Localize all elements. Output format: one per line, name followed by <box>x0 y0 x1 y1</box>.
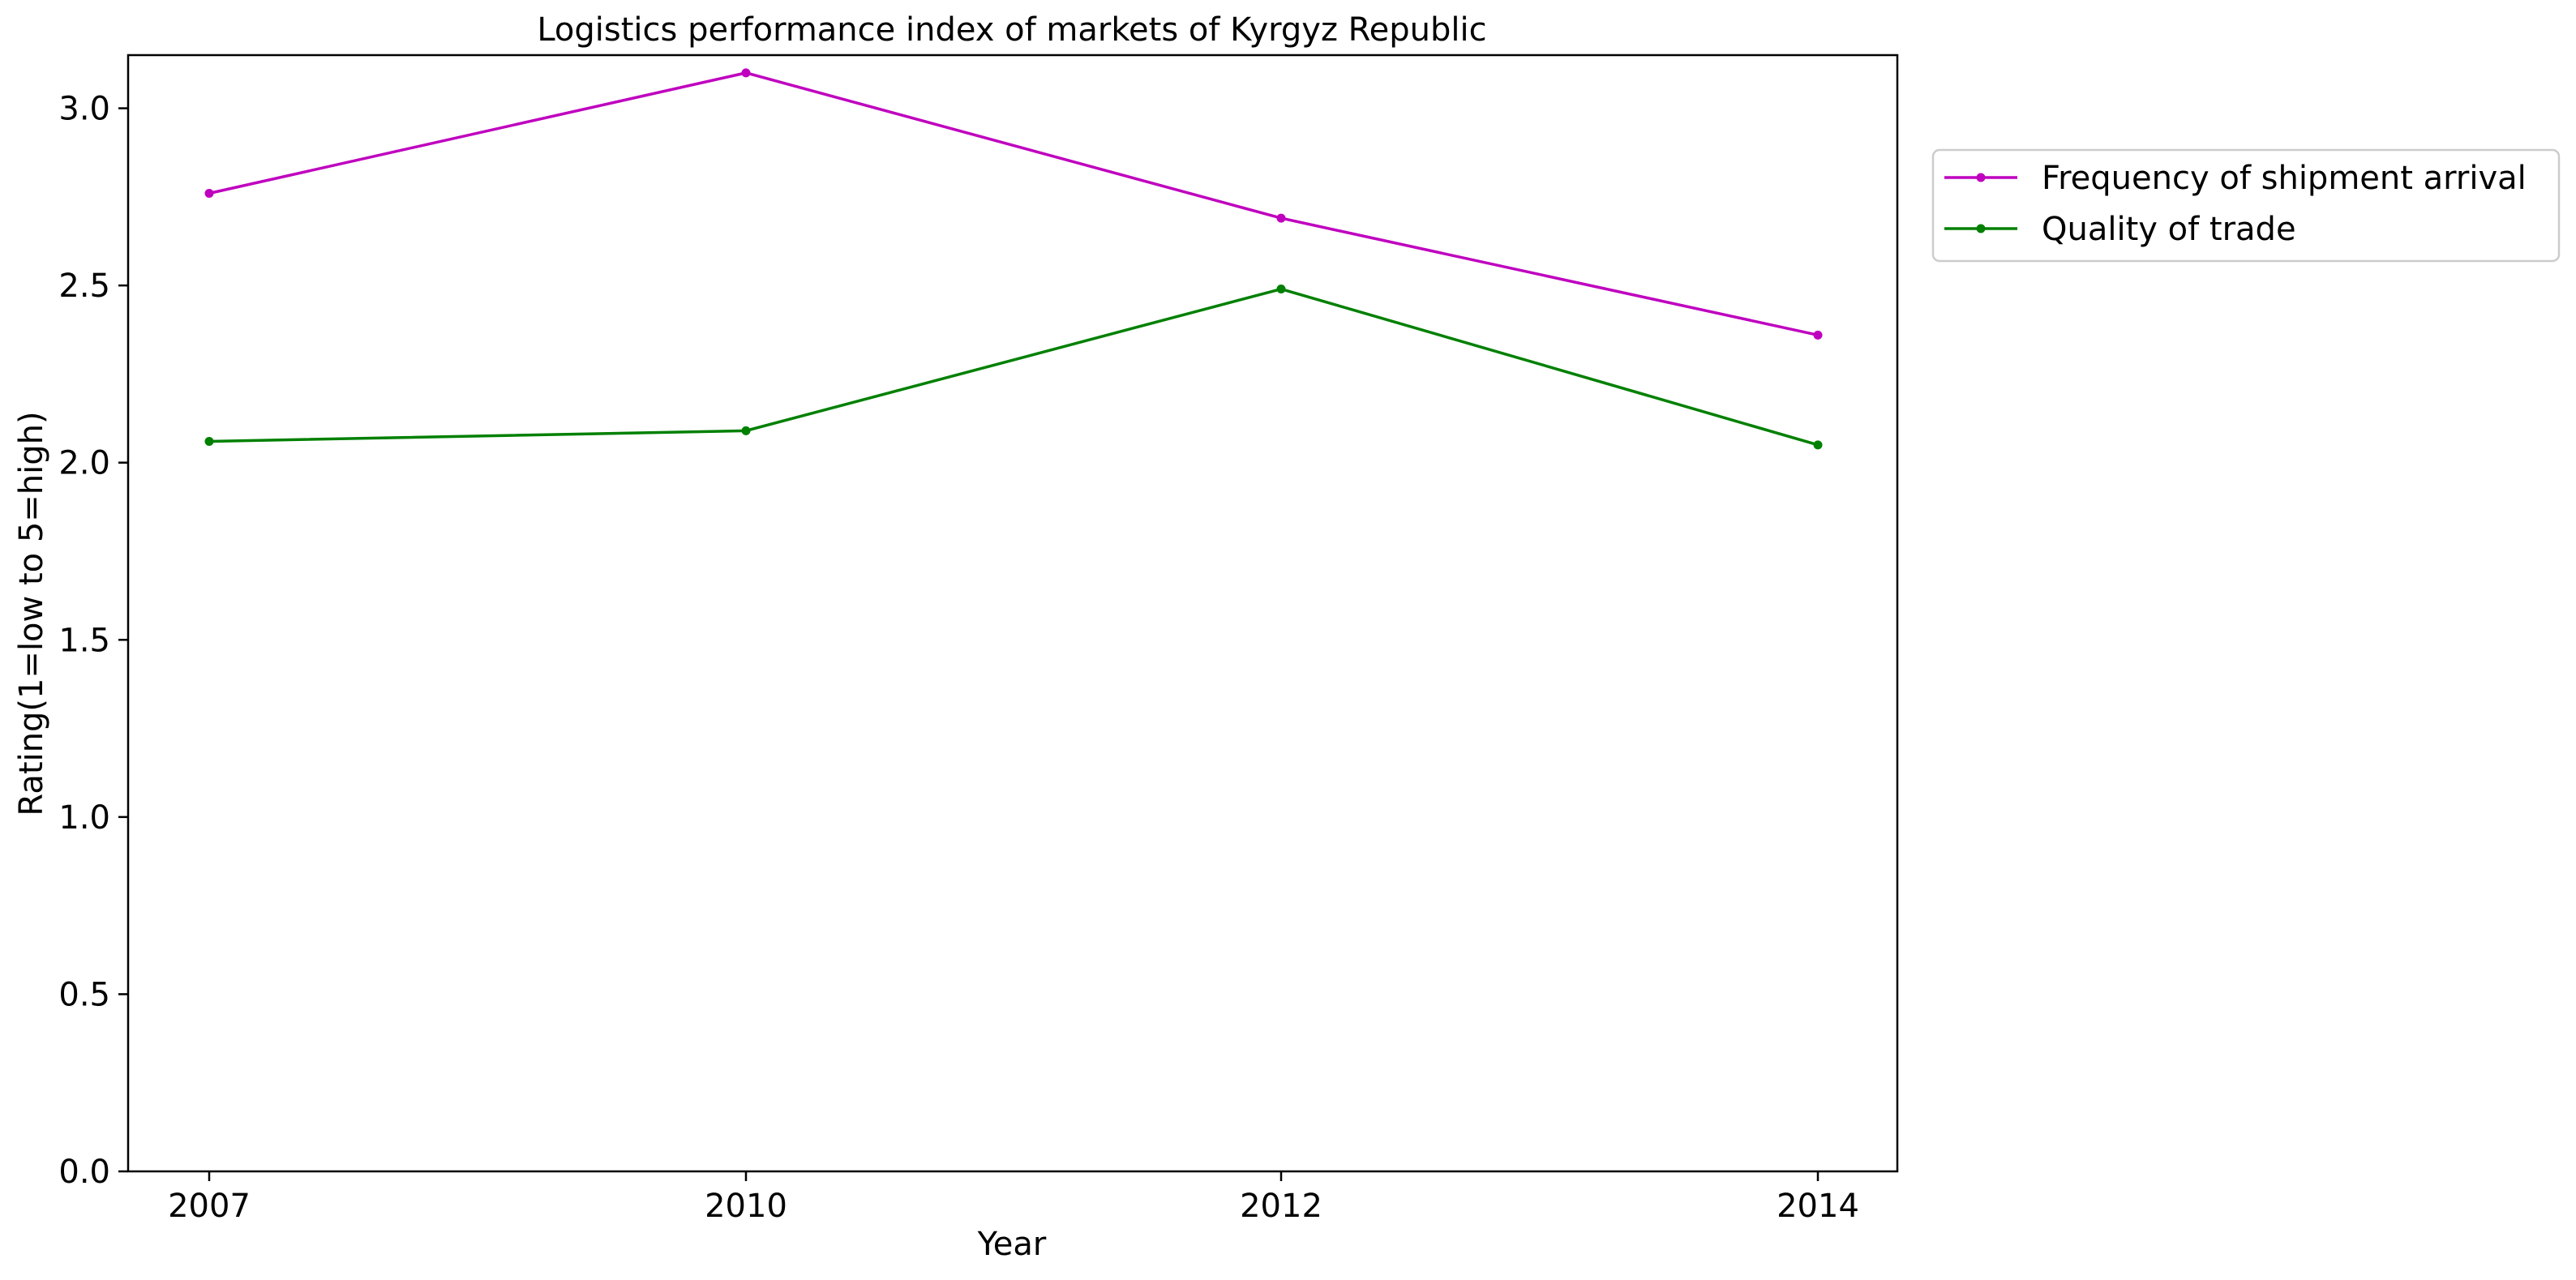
data-point <box>741 426 751 435</box>
data-point <box>1276 213 1286 223</box>
data-point <box>1276 285 1286 294</box>
x-tick-label: 2010 <box>705 1188 787 1225</box>
legend-label: Frequency of shipment arrival <box>2042 160 2527 197</box>
data-point <box>204 436 214 446</box>
plot-area-frame <box>126 54 1899 1173</box>
x-tick-label: 2007 <box>168 1188 251 1225</box>
x-axis-label: Year <box>977 1226 1047 1263</box>
legend-swatch-marker <box>1976 173 1986 182</box>
data-point <box>1813 440 1823 450</box>
axis-ticks: 0.0 0.5 1.0 1.5 2.0 2.5 3.0 2007 2010 2012 2014 <box>58 91 1859 1225</box>
data-point <box>204 188 214 198</box>
y-tick-label: 0.0 <box>58 1154 110 1191</box>
series-line <box>208 71 1819 337</box>
series-layer <box>204 68 1823 450</box>
legend: Frequency of shipment arrival Quality of … <box>1931 148 2561 263</box>
data-point <box>741 68 751 78</box>
legend-frame <box>1931 148 2561 263</box>
y-tick-label: 2.0 <box>58 445 110 482</box>
x-tick-label: 2012 <box>1240 1188 1322 1225</box>
series-line <box>208 287 1819 447</box>
data-point <box>1813 330 1823 340</box>
chart-title: Logistics performance index of markets o… <box>537 11 1486 49</box>
x-tick-label: 2014 <box>1777 1188 1859 1225</box>
y-tick-label: 1.5 <box>58 622 110 659</box>
y-tick-label: 1.0 <box>58 799 110 837</box>
y-tick-label: 0.5 <box>58 976 110 1013</box>
y-tick-label: 3.0 <box>58 91 110 128</box>
y-tick-label: 2.5 <box>58 268 110 305</box>
legend-swatch-marker <box>1976 224 1986 233</box>
legend-label: Quality of trade <box>2042 211 2296 248</box>
y-axis-label: Rating(1=low to 5=high) <box>13 411 50 816</box>
